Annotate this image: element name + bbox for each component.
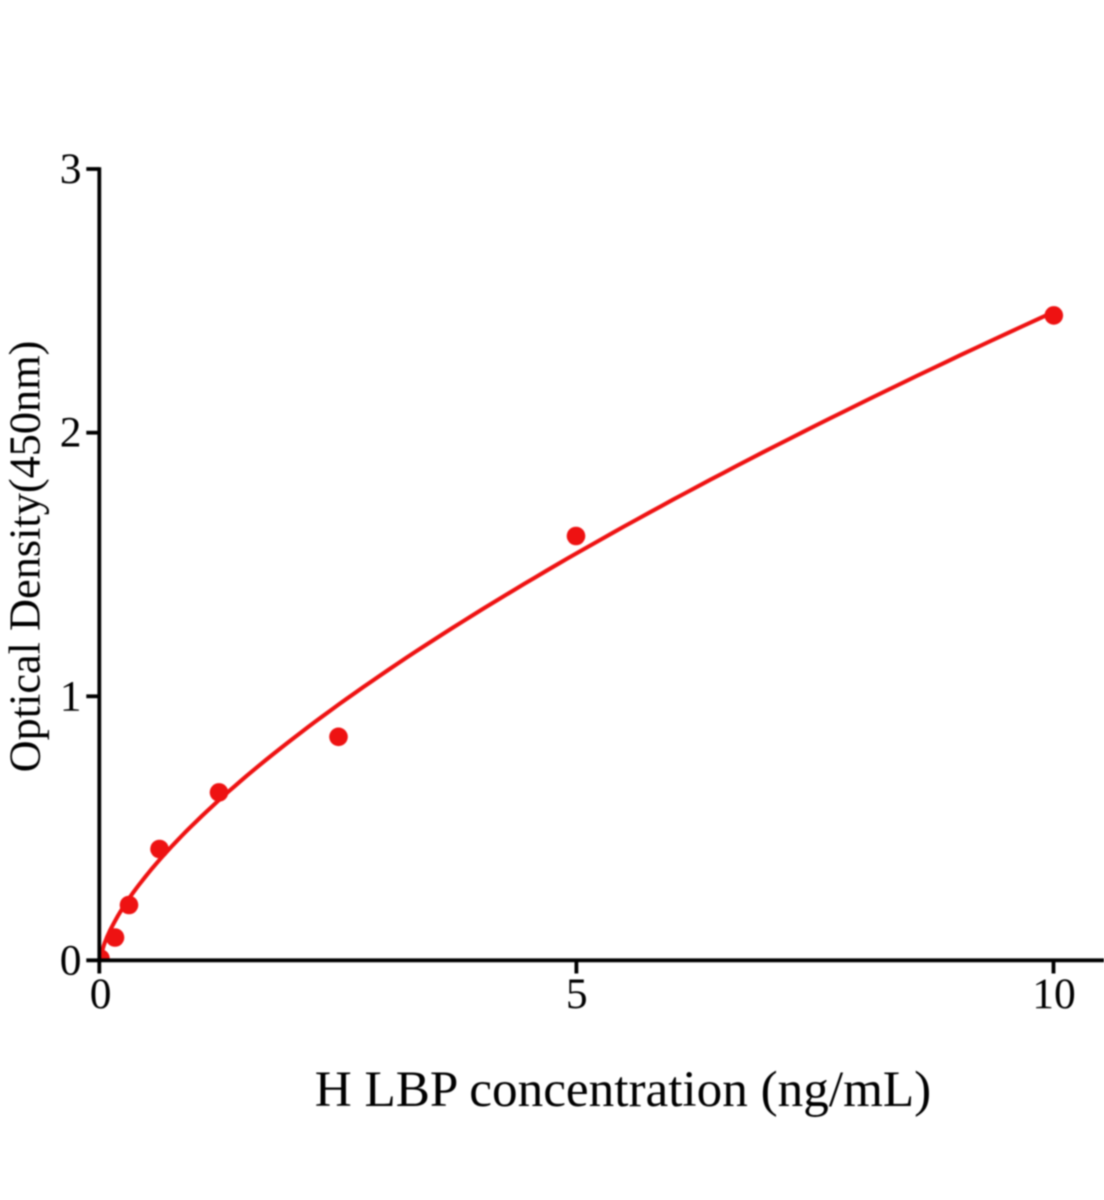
svg-text:Optical Density(450nm): Optical Density(450nm): [1, 341, 50, 773]
svg-text:0: 0: [90, 970, 112, 1018]
svg-text:0: 0: [60, 936, 82, 984]
svg-text:2: 2: [60, 408, 82, 456]
svg-text:3: 3: [60, 145, 82, 193]
svg-text:5: 5: [566, 970, 588, 1018]
svg-text:1: 1: [60, 673, 82, 721]
svg-text:H LBP concentration (ng/mL): H LBP concentration (ng/mL): [315, 1061, 931, 1118]
svg-text:10: 10: [1032, 970, 1076, 1018]
